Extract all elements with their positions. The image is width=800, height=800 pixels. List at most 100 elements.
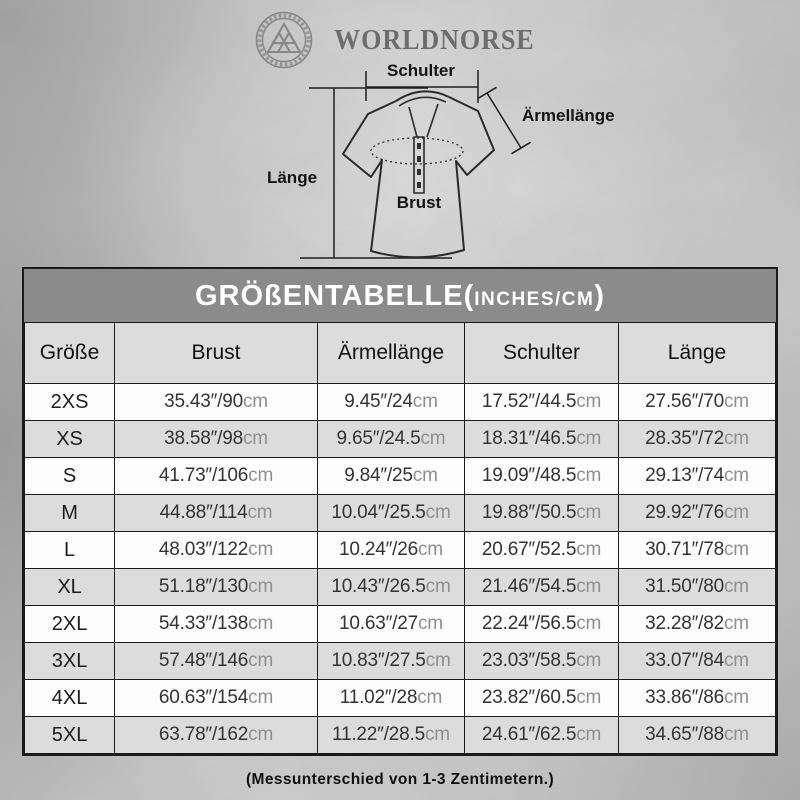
unit-label: cm bbox=[723, 391, 749, 412]
value: 29.13″/74 bbox=[645, 465, 724, 486]
value: 20.67″/52.5 bbox=[481, 539, 577, 560]
unit-label: cm bbox=[420, 428, 446, 449]
unit-label: cm bbox=[723, 650, 749, 671]
cell-sleeve: 10.24″/26cm bbox=[316, 531, 466, 569]
value: 30.71″/78 bbox=[645, 539, 724, 560]
table-title-units: INCHES/CM bbox=[474, 289, 595, 310]
shoulder-measure-ticks bbox=[365, 70, 479, 103]
brand-name: WORLDNORSE bbox=[334, 23, 535, 56]
cell-chest: 48.03″/122cm bbox=[114, 531, 318, 569]
size-table-section: GRÖßENTABELLE(INCHES/CM) Größe Brust Ärm… bbox=[22, 267, 778, 756]
unit-label: cm bbox=[723, 502, 749, 523]
cell-chest: 54.33″/138cm bbox=[114, 605, 318, 643]
value: 10.24″/26 bbox=[339, 539, 418, 560]
unit-label: cm bbox=[576, 650, 602, 671]
value: 22.24″/56.5 bbox=[481, 613, 577, 634]
unit-label: cm bbox=[723, 687, 749, 708]
unit-label: cm bbox=[248, 724, 274, 745]
unit-label: cm bbox=[723, 465, 749, 486]
unit-label: cm bbox=[576, 428, 602, 449]
value: 11.22″/28.5 bbox=[332, 724, 425, 745]
unit-label: cm bbox=[417, 687, 443, 708]
cell-length: 28.35″/72cm bbox=[618, 420, 776, 458]
cell-length: 32.28″/82cm bbox=[618, 605, 776, 643]
value: 51.18″/130 bbox=[158, 576, 249, 597]
value: 44.88″/114 bbox=[159, 502, 248, 523]
cell-sleeve: 9.84″/25cm bbox=[316, 457, 466, 495]
neck-notch bbox=[408, 103, 439, 138]
cell-chest: 38.58″/98cm bbox=[114, 420, 318, 458]
sleeve-measure-ticks bbox=[477, 86, 531, 155]
value: 23.82″/60.5 bbox=[481, 687, 577, 708]
cell-shoulder: 18.31″/46.5cm bbox=[464, 420, 620, 458]
value: 21.46″/54.5 bbox=[481, 576, 577, 597]
value: 38.58″/98 bbox=[164, 428, 243, 449]
value: 19.09″/48.5 bbox=[481, 465, 577, 486]
value: 33.86″/86 bbox=[645, 687, 724, 708]
cell-sleeve: 10.63″/27cm bbox=[316, 605, 466, 643]
chest-label: Brust bbox=[397, 193, 442, 212]
value: 11.02″/28 bbox=[339, 687, 418, 708]
value: 32.28″/82 bbox=[645, 613, 724, 634]
cell-chest: 60.63″/154cm bbox=[114, 679, 318, 717]
unit-label: cm bbox=[412, 391, 438, 412]
shoulder-label: Schulter bbox=[387, 61, 455, 80]
unit-label: cm bbox=[242, 428, 268, 449]
shirt-measurement-diagram: Schulter Ärmellänge Länge Brust bbox=[267, 61, 615, 259]
unit-label: cm bbox=[723, 576, 749, 597]
cell-shoulder: 20.67″/52.5cm bbox=[464, 531, 620, 569]
value: 9.45″/24 bbox=[344, 391, 413, 412]
unit-label: cm bbox=[723, 724, 749, 745]
cell-chest: 63.78″/162cm bbox=[114, 716, 318, 754]
chest-measure-ellipse bbox=[370, 137, 464, 165]
cell-size: S bbox=[23, 457, 116, 495]
cell-size: 2XL bbox=[23, 605, 116, 643]
unit-label: cm bbox=[242, 391, 268, 412]
col-header-length: Länge bbox=[618, 322, 776, 384]
unit-label: cm bbox=[412, 465, 438, 486]
unit-label: cm bbox=[417, 539, 443, 560]
cell-chest: 41.73″/106cm bbox=[114, 457, 318, 495]
cell-length: 27.56″/70cm bbox=[618, 383, 776, 421]
col-header-shoulder: Schulter bbox=[464, 322, 620, 384]
cell-chest: 57.48″/146cm bbox=[114, 642, 318, 680]
unit-label: cm bbox=[248, 465, 274, 486]
buttons bbox=[417, 143, 421, 188]
cell-sleeve: 9.65″/24.5cm bbox=[316, 420, 466, 458]
cell-sleeve: 11.02″/28cm bbox=[316, 679, 466, 717]
sleeve-label: Ärmellänge bbox=[522, 106, 615, 125]
cell-shoulder: 19.09″/48.5cm bbox=[464, 457, 620, 495]
table-row: XS 38.58″/98cm 9.65″/24.5cm 18.31″/46.5c… bbox=[23, 420, 776, 458]
table-row: L 48.03″/122cm 10.24″/26cm 20.67″/52.5cm… bbox=[23, 531, 776, 569]
table-row: XL 51.18″/130cm 10.43″/26.5cm 21.46″/54.… bbox=[23, 568, 776, 606]
value: 41.73″/106 bbox=[158, 465, 249, 486]
col-header-size: Größe bbox=[23, 322, 116, 384]
value: 10.83″/27.5 bbox=[331, 650, 426, 671]
value: 23.03″/58.5 bbox=[481, 650, 577, 671]
table-row: 5XL 63.78″/162cm 11.22″/28.5cm 24.61″/62… bbox=[23, 716, 776, 754]
cell-chest: 51.18″/130cm bbox=[114, 568, 318, 606]
cell-sleeve: 10.83″/27.5cm bbox=[316, 642, 466, 680]
cell-shoulder: 19.88″/50.5cm bbox=[464, 494, 620, 532]
value: 54.33″/138 bbox=[158, 613, 249, 634]
cell-size: XL bbox=[23, 568, 116, 606]
cell-sleeve: 10.43″/26.5cm bbox=[316, 568, 466, 606]
header-row: Größe Brust Ärmellänge Schulter Länge bbox=[23, 322, 776, 384]
value: 33.07″/84 bbox=[645, 650, 724, 671]
unit-label: cm bbox=[425, 650, 451, 671]
cell-length: 31.50″/80cm bbox=[618, 568, 776, 606]
cell-size: 2XS bbox=[23, 383, 116, 421]
unit-label: cm bbox=[576, 724, 602, 745]
button-placket bbox=[413, 136, 425, 194]
unit-label: cm bbox=[576, 502, 602, 523]
unit-label: cm bbox=[576, 576, 602, 597]
measurement-disclaimer: (Messunterschied von 1-3 Zentimetern.) bbox=[245, 771, 555, 788]
value: 57.48″/146 bbox=[158, 650, 249, 671]
unit-label: cm bbox=[248, 650, 274, 671]
measurement-lines bbox=[300, 70, 531, 259]
unit-label: cm bbox=[247, 502, 273, 523]
value: 27.56″/70 bbox=[645, 391, 724, 412]
unit-label: cm bbox=[576, 687, 602, 708]
cell-shoulder: 17.52″/44.5cm bbox=[464, 383, 620, 421]
value: 10.63″/27 bbox=[339, 613, 418, 634]
